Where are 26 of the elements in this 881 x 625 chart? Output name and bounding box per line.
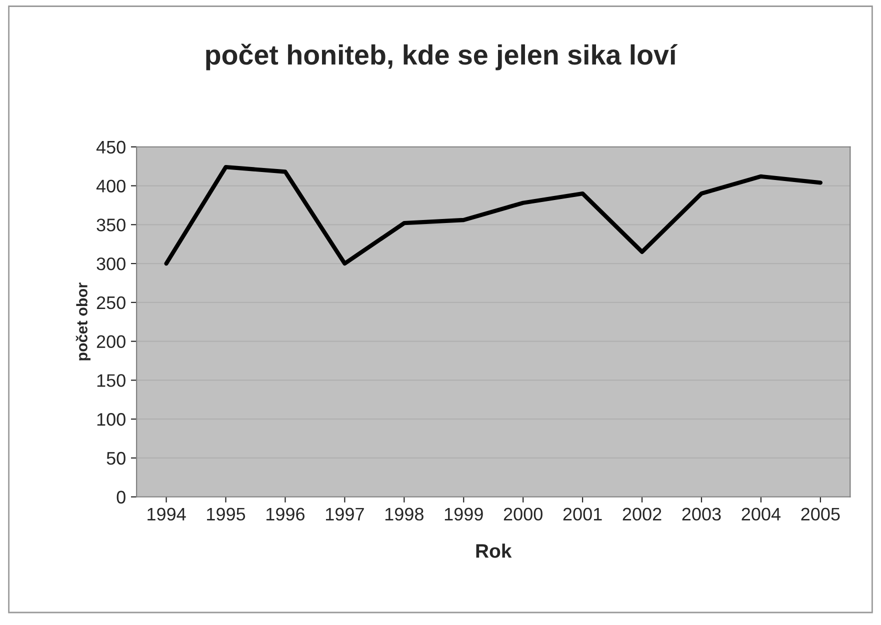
y-tick-label: 100 xyxy=(97,413,126,426)
y-tick-label: 400 xyxy=(96,180,126,192)
x-tick-label: 2001 xyxy=(563,508,602,521)
x-tick-label: 1999 xyxy=(444,508,483,521)
x-tick-label: 2000 xyxy=(504,508,542,521)
y-tick-label: 300 xyxy=(96,257,126,270)
x-tick-label: 1998 xyxy=(385,508,424,521)
x-tick-label: 2004 xyxy=(742,508,781,521)
x-tick-label: 1997 xyxy=(326,508,364,521)
x-tick-label: 2003 xyxy=(682,508,721,521)
y-tick-label: 0 xyxy=(116,490,126,504)
x-axis-title: Rok xyxy=(476,544,512,558)
y-tick-label: 350 xyxy=(96,218,126,232)
y-axis-title: počet obor xyxy=(76,282,90,360)
x-tick-label: 1995 xyxy=(207,508,246,521)
chart-title: počet honiteb, kde se jelen sika loví xyxy=(206,44,678,70)
y-tick-label: 450 xyxy=(96,140,126,154)
line-series xyxy=(164,165,823,266)
x-tick-label: 1994 xyxy=(148,508,186,521)
y-tick-label: 200 xyxy=(96,335,126,348)
x-tick-label: 2002 xyxy=(622,508,662,521)
y-tick-label: 150 xyxy=(97,374,126,387)
x-tick-label: 2005 xyxy=(801,508,840,521)
y-tick-label: 50 xyxy=(106,452,126,465)
y-tick-label: 250 xyxy=(96,296,126,310)
x-tick-label: 1996 xyxy=(266,508,305,521)
